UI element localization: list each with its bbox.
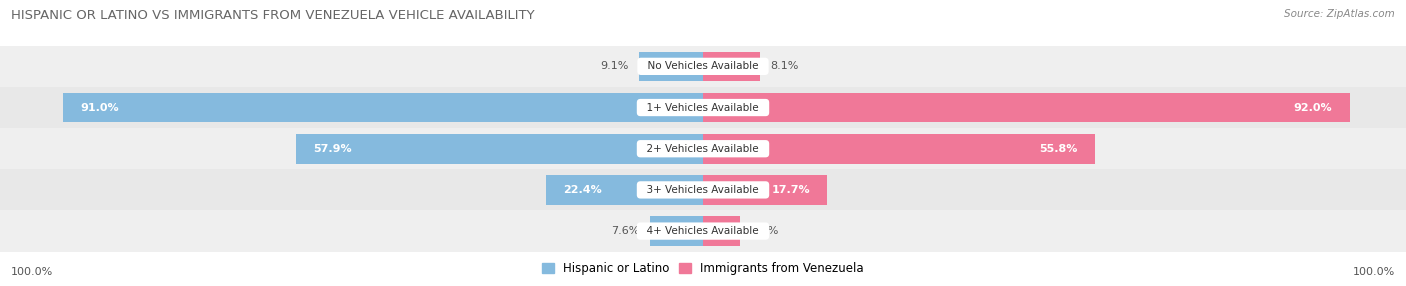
Text: 57.9%: 57.9% [314,144,352,154]
Text: 1+ Vehicles Available: 1+ Vehicles Available [641,103,765,112]
Text: 91.0%: 91.0% [82,103,120,112]
Bar [0,46,1406,87]
Bar [63,93,703,122]
Text: 2+ Vehicles Available: 2+ Vehicles Available [641,144,765,154]
Bar [703,216,740,246]
Text: 17.7%: 17.7% [772,185,810,195]
Bar [703,134,1095,164]
Text: 7.6%: 7.6% [610,226,640,236]
Text: HISPANIC OR LATINO VS IMMIGRANTS FROM VENEZUELA VEHICLE AVAILABILITY: HISPANIC OR LATINO VS IMMIGRANTS FROM VE… [11,9,534,21]
Bar [703,51,759,81]
Text: 4+ Vehicles Available: 4+ Vehicles Available [641,226,765,236]
Bar [703,175,827,205]
Legend: Hispanic or Latino, Immigrants from Venezuela: Hispanic or Latino, Immigrants from Vene… [537,258,869,280]
Text: 3+ Vehicles Available: 3+ Vehicles Available [641,185,765,195]
Bar [297,134,703,164]
Text: Source: ZipAtlas.com: Source: ZipAtlas.com [1284,9,1395,19]
Text: 100.0%: 100.0% [11,267,53,277]
Bar [0,128,1406,169]
Text: 8.1%: 8.1% [770,61,799,71]
Text: 5.2%: 5.2% [751,226,779,236]
Text: 22.4%: 22.4% [564,185,602,195]
Bar [546,175,703,205]
Bar [0,210,1406,252]
Text: No Vehicles Available: No Vehicles Available [641,61,765,71]
Text: 92.0%: 92.0% [1294,103,1333,112]
Text: 100.0%: 100.0% [1353,267,1395,277]
Text: 9.1%: 9.1% [600,61,628,71]
Text: 55.8%: 55.8% [1039,144,1078,154]
Bar [703,93,1350,122]
Bar [650,216,703,246]
Bar [0,87,1406,128]
Bar [0,169,1406,210]
Bar [640,51,703,81]
